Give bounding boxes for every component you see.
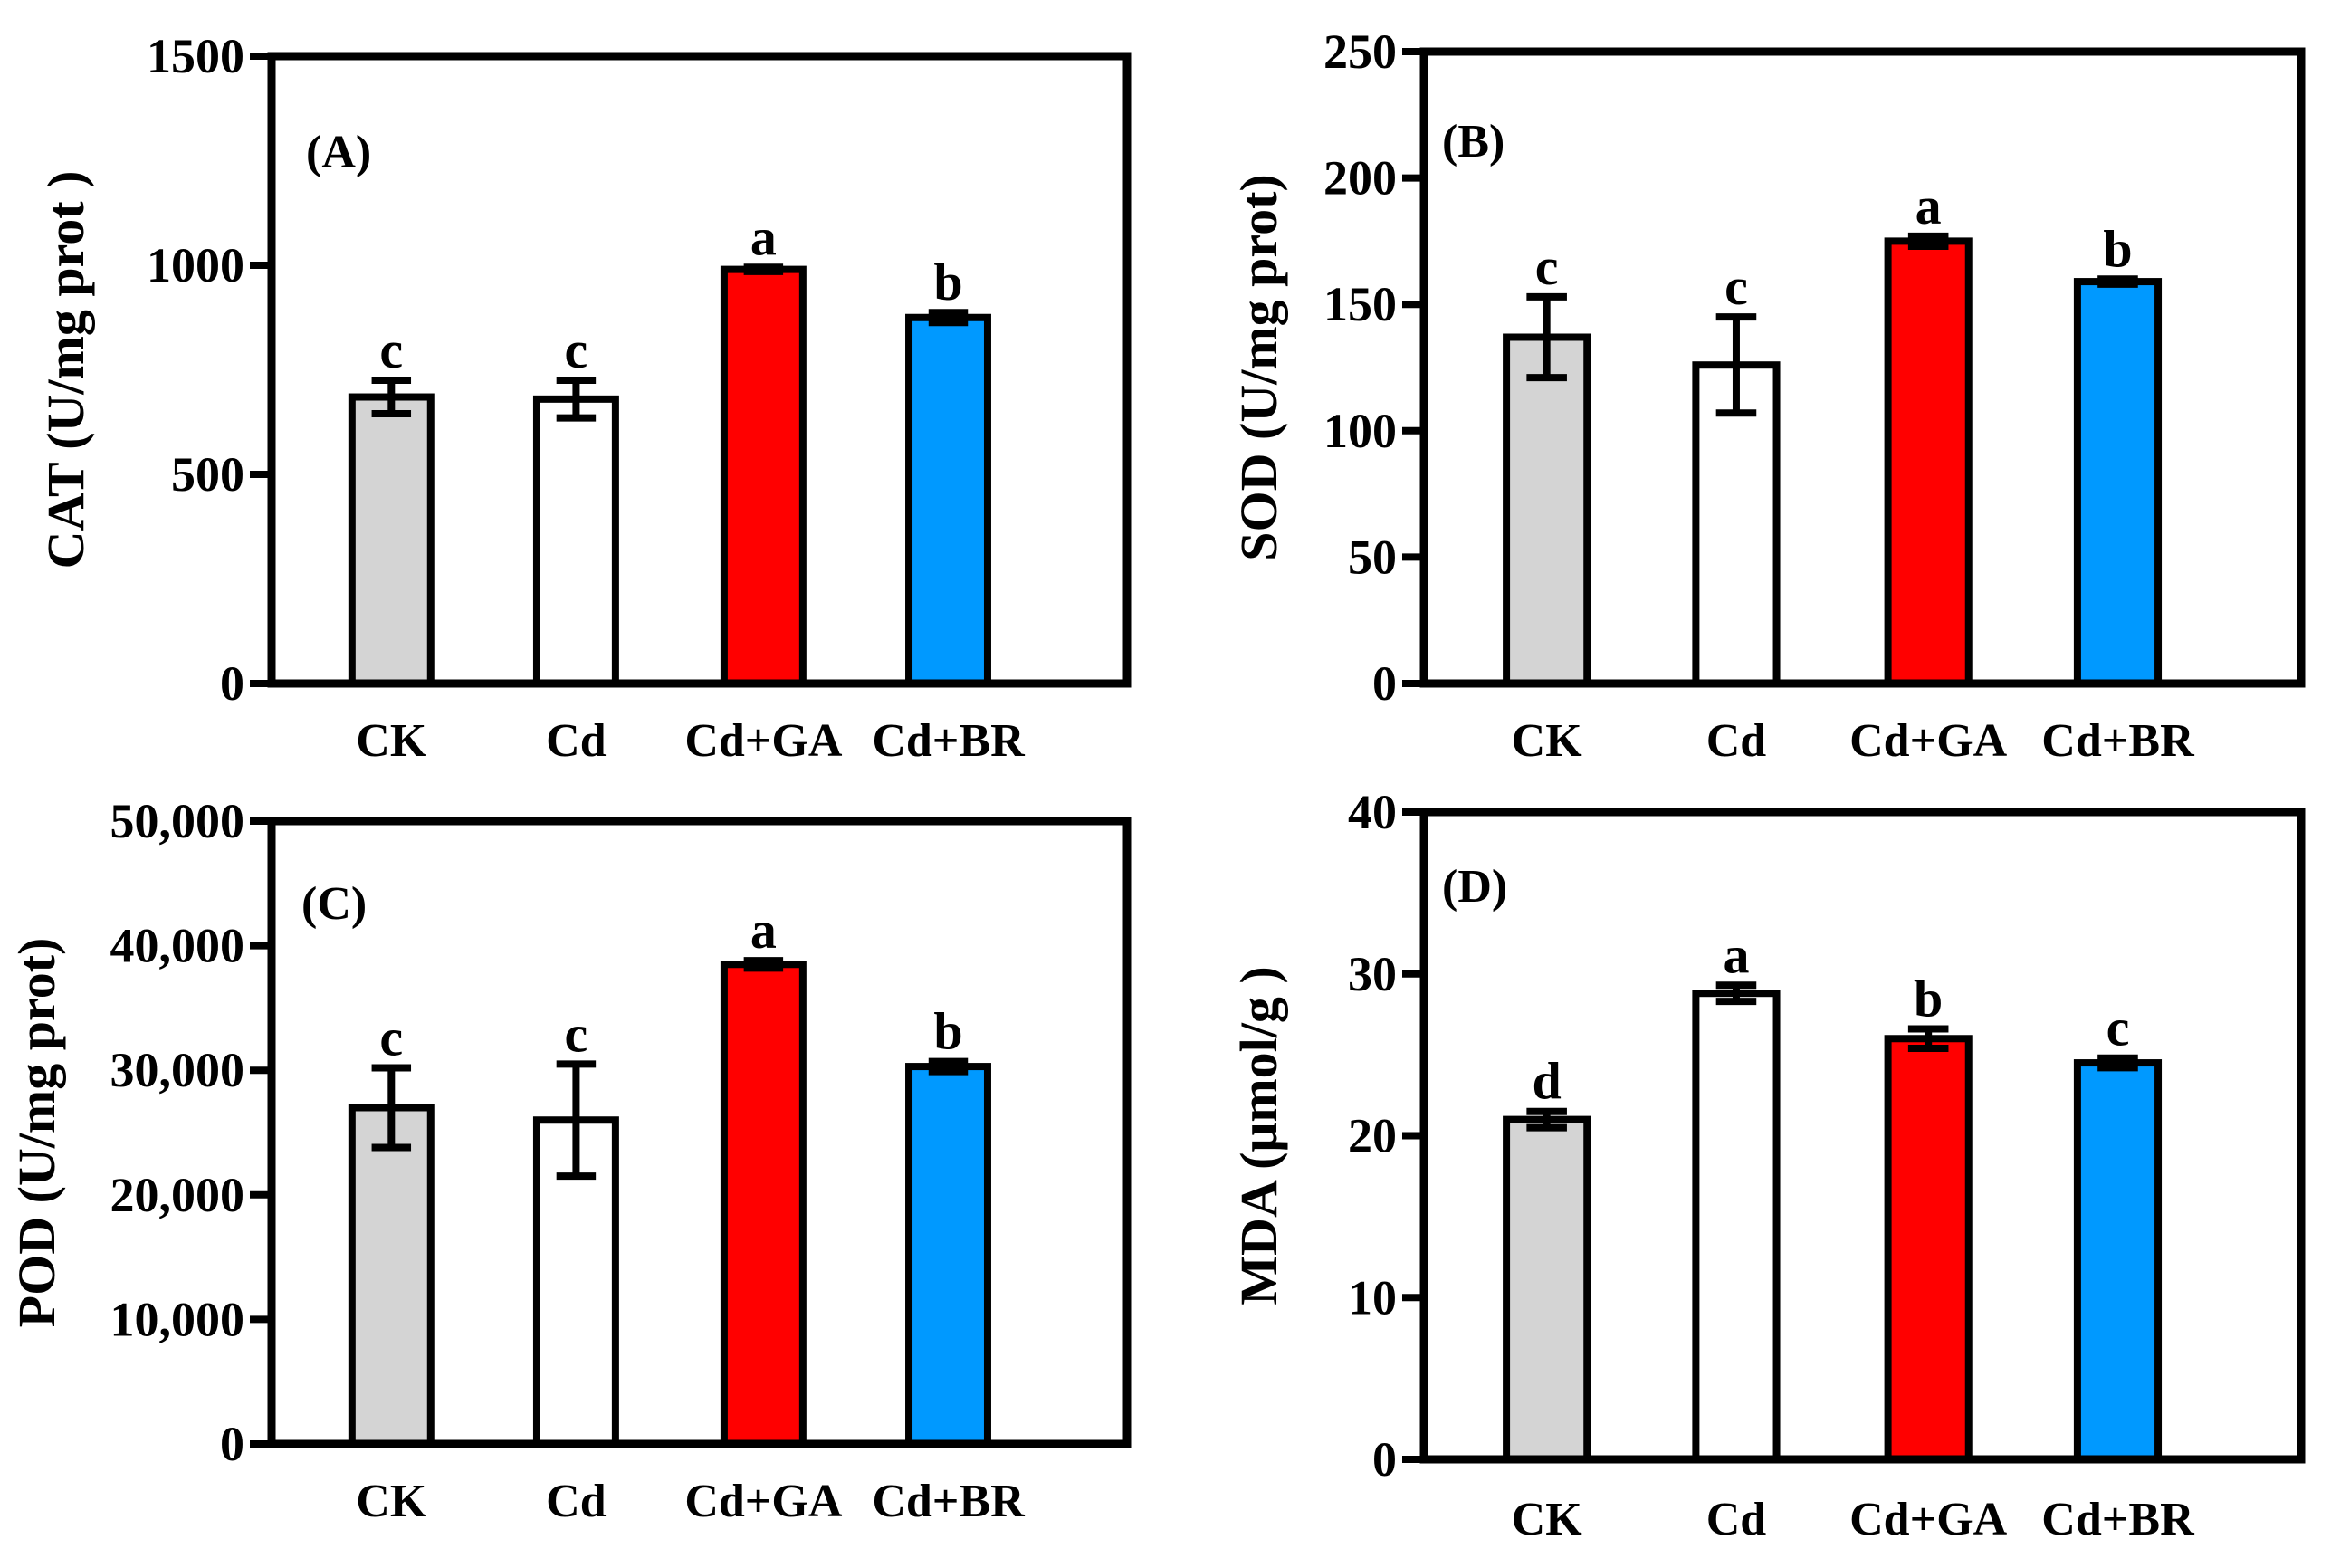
y-tick-label: 10,000 <box>110 1292 245 1346</box>
y-axis-label: SOD (U/mg prot) <box>1229 174 1288 560</box>
significance-letter: d <box>1533 1052 1562 1111</box>
y-tick-label: 1000 <box>147 238 244 292</box>
significance-letter: b <box>933 253 962 311</box>
bar-cd-ga <box>720 265 807 687</box>
y-tick-label: 30 <box>1348 947 1397 1001</box>
panel-label: (C) <box>301 878 367 930</box>
panel-a: c CK c Cd a Cd+GA b Cd+BR 0 500 1000 1500 CAT (U/mg … <box>36 29 1132 767</box>
significance-letter: b <box>2103 219 2132 278</box>
y-tick-label: 0 <box>1372 656 1397 711</box>
category-label: Cd <box>546 1476 607 1527</box>
panel-b: c CK c Cd a Cd+GA b Cd+BR 0 50 100 150 200 250 SOD (U/… <box>1229 24 2306 767</box>
category-label: Cd <box>1706 715 1767 767</box>
category-label: CK <box>356 715 427 767</box>
plot-frame <box>1419 47 2306 688</box>
y-tick-label: 200 <box>1323 151 1397 206</box>
panel-label: (D) <box>1442 861 1507 913</box>
bar-cd-ga <box>720 961 807 1448</box>
significance-letter: b <box>933 1002 962 1061</box>
bar-cd <box>532 395 619 687</box>
significance-letter: a <box>750 207 777 266</box>
plot-frame <box>267 52 1132 688</box>
category-label: Cd+GA <box>684 715 843 767</box>
significance-letter: c <box>379 1008 403 1066</box>
significance-letter: b <box>1914 970 1943 1028</box>
bar-cd-br <box>2073 1059 2163 1463</box>
bar-cd-ga <box>1884 237 1973 687</box>
y-tick-label: 10 <box>1348 1270 1397 1324</box>
y-axis-label: CAT (U/mg prot ) <box>36 171 95 569</box>
category-label: Cd <box>1706 1494 1767 1545</box>
y-tick-label: 150 <box>1323 277 1397 331</box>
significance-letter: c <box>2106 999 2130 1057</box>
bar-ck <box>348 1104 435 1448</box>
category-label: Cd <box>546 715 607 767</box>
y-tick-label: 0 <box>220 656 244 711</box>
category-label: CK <box>356 1476 427 1527</box>
bar-cd-br <box>905 1063 991 1448</box>
bar-cd <box>1692 990 1781 1463</box>
panel-label: (A) <box>306 127 371 178</box>
bar-ck <box>348 393 435 687</box>
y-tick-label: 40,000 <box>110 919 245 973</box>
y-tick-label: 50,000 <box>110 794 245 848</box>
panel-d: d CK a Cd b Cd+GA c Cd+BR 0 10 20 30 40 MDA (μmol/g )… <box>1229 785 2306 1545</box>
panel-c: c CK c Cd a Cd+GA b Cd+BR 0 10,000 20,000 30,000 40,… <box>7 794 1132 1527</box>
significance-letter: a <box>1915 177 1942 235</box>
y-tick-label: 0 <box>220 1417 244 1471</box>
significance-letter: c <box>1724 257 1748 316</box>
y-tick-label: 30,000 <box>110 1043 245 1097</box>
significance-letter: a <box>750 901 777 960</box>
category-label: CK <box>1512 1494 1583 1545</box>
category-label: Cd+GA <box>1849 715 2008 767</box>
significance-letter: a <box>1723 925 1749 984</box>
category-label: Cd+BR <box>2041 715 2195 767</box>
y-axis-label: MDA (μmol/g ) <box>1229 966 1288 1305</box>
y-tick-label: 40 <box>1348 785 1397 839</box>
y-tick-label: 100 <box>1323 404 1397 458</box>
y-axis-label: POD (U/mg prot) <box>7 938 66 1328</box>
y-tick-label: 20,000 <box>110 1168 245 1222</box>
category-label: Cd+GA <box>684 1476 843 1527</box>
category-label: Cd+BR <box>2041 1494 2195 1545</box>
bar-cd-br <box>905 313 991 687</box>
panel-label: (B) <box>1442 116 1505 167</box>
category-label: Cd+BR <box>872 715 1026 767</box>
y-tick-label: 250 <box>1323 24 1397 79</box>
y-tick-label: 20 <box>1348 1109 1397 1163</box>
category-label: Cd+GA <box>1849 1494 2008 1545</box>
bar-ck <box>1503 1115 1591 1463</box>
significance-letter: c <box>565 1004 588 1063</box>
bar-ck <box>1503 333 1591 687</box>
significance-letter: c <box>565 320 588 379</box>
bar-cd-br <box>2073 278 2163 687</box>
category-label: Cd+BR <box>872 1476 1026 1527</box>
bar-cd-ga <box>1884 1035 1973 1463</box>
y-tick-label: 50 <box>1348 530 1397 584</box>
y-tick-label: 0 <box>1372 1432 1397 1487</box>
y-tick-label: 1500 <box>147 29 244 83</box>
plot-frame <box>267 817 1132 1448</box>
significance-letter: c <box>379 320 403 379</box>
category-label: CK <box>1512 715 1583 767</box>
significance-letter: c <box>1535 237 1559 296</box>
y-tick-label: 500 <box>171 447 244 502</box>
